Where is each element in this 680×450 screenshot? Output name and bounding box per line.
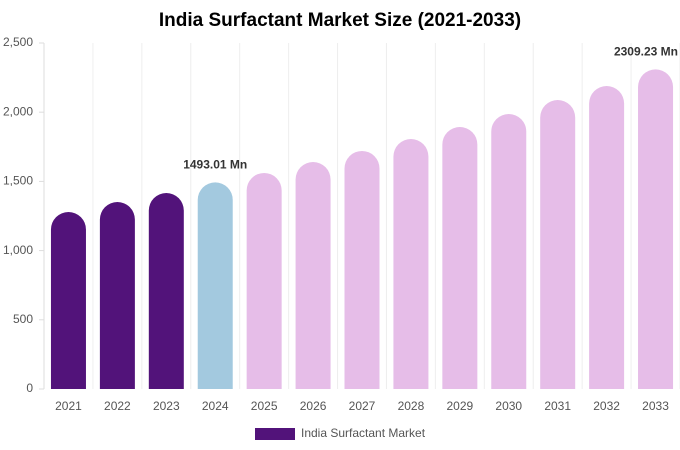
value-label: 2309.23 Mn [614,45,678,59]
x-tick-label: 2026 [300,399,327,413]
bar [540,100,576,389]
bar [344,150,380,389]
x-tick-label: 2031 [544,399,571,413]
y-tick-label: 2,000 [3,104,33,118]
y-tick-label: 500 [13,312,33,326]
x-tick-label: 2032 [593,399,620,413]
bar [50,211,86,389]
bar [638,69,674,390]
bar [589,86,625,390]
x-tick-label: 2022 [104,399,131,413]
x-tick-label: 2029 [446,399,473,413]
bar [99,202,135,389]
chart-title: India Surfactant Market Size (2021-2033) [159,10,521,31]
x-tick-label: 2025 [251,399,278,413]
bar [393,139,429,389]
bar [295,162,331,389]
bar [246,172,282,389]
bar [442,127,478,390]
y-tick-label: 1,000 [3,243,33,257]
x-tick-label: 2033 [642,399,669,413]
x-tick-label: 2030 [495,399,522,413]
x-tick-label: 2028 [398,399,425,413]
x-tick-label: 2023 [153,399,180,413]
bar [197,182,233,389]
y-tick-label: 2,500 [3,35,33,49]
y-tick-label: 1,500 [3,174,33,188]
y-tick-label: 0 [26,381,33,395]
bar [148,193,184,389]
legend-swatch [255,428,295,440]
value-label: 1493.01 Mn [183,158,247,172]
x-tick-label: 2027 [349,399,376,413]
x-tick-label: 2021 [55,399,82,413]
legend-label: India Surfactant Market [301,426,426,440]
x-tick-label: 2024 [202,399,229,413]
bar [491,113,527,389]
